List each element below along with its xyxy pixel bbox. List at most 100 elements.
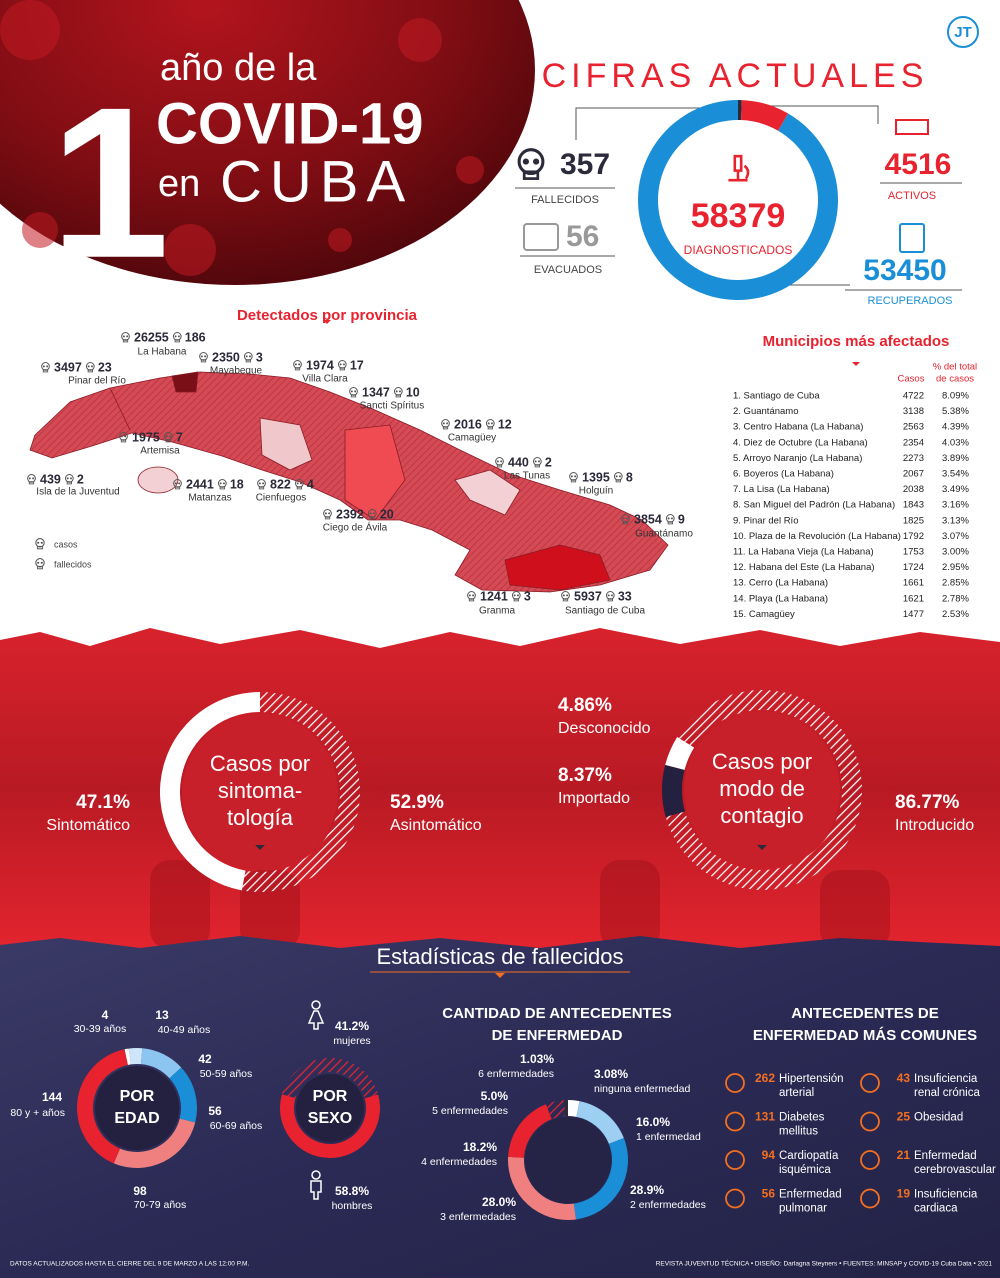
deaths-icon [533, 457, 542, 468]
province-cases: 5937 [574, 589, 602, 603]
province-cases: 2441 [186, 477, 214, 491]
deaths-section-title: Estadísticas de fallecidos [376, 944, 623, 969]
province-deaths: 20 [380, 507, 394, 521]
segment-label: Enfermedad [779, 1189, 842, 1201]
donut-title: tología [227, 805, 294, 830]
municipality-cases: 1477 [903, 609, 924, 620]
segment-label: 3.08% [594, 1067, 628, 1081]
municipality-pct: 3.07% [942, 531, 969, 542]
header-background [0, 0, 535, 285]
segment-label: 28.0% [482, 1195, 516, 1209]
municipalities-table: 1. Santiago de Cuba 4722 8.09% 2. Guantánam… [733, 391, 969, 620]
segment-label: hombres [332, 1200, 373, 1212]
donut-segment [573, 1138, 628, 1220]
cases-icon [441, 419, 450, 430]
col-cases: Casos [898, 374, 925, 385]
donut-title: POR [313, 1088, 348, 1105]
municipality-name: 3. Centro Habana (La Habana) [733, 422, 863, 433]
deaths-label: FALLECIDOS [531, 194, 599, 206]
province-cases: 1975 [132, 430, 160, 444]
segment-label: Asintomático [390, 817, 482, 834]
cases-icon [27, 474, 36, 485]
disease-count: 43 [897, 1071, 911, 1085]
recovered-label: RECUPERADOS [868, 295, 953, 307]
deaths-icon [613, 472, 623, 483]
footer-right: REVISTA JUVENTUD TÉCNICA • DISEÑO: Darla… [656, 1259, 993, 1268]
cases-icon [41, 362, 50, 373]
province-deaths: 8 [626, 470, 633, 484]
province-deaths: 3 [524, 589, 531, 603]
segment-label: Enfermedad [914, 1150, 977, 1162]
disease-count: 262 [755, 1071, 775, 1085]
municipality-name: 9. Pinar del Río [733, 515, 798, 526]
deaths-icon [665, 514, 675, 525]
segment-label: 47.1% [76, 792, 130, 813]
segment-label: DE ENFERMEDAD [492, 1027, 623, 1044]
donut-segment [545, 1100, 566, 1120]
province-name: Camagüey [448, 433, 496, 444]
segment-label: renal crónica [914, 1087, 980, 1099]
municipality-name: 14. Playa (La Habana) [733, 593, 828, 604]
province-deaths: 10 [406, 385, 420, 399]
province-name: Las Tunas [504, 471, 550, 482]
legend-cases: casos [54, 539, 78, 549]
disease-icon [725, 1111, 745, 1132]
donut-segment [564, 1100, 568, 1117]
segment-label: ANTECEDENTES DE [791, 1005, 939, 1022]
municipality-name: 15. Camagüey [733, 609, 795, 620]
segment-label: 98 [133, 1184, 147, 1198]
municipality-cases: 2563 [903, 422, 924, 433]
municipality-name: 6. Boyeros (La Habana) [733, 469, 834, 480]
municipality-name: 13. Cerro (La Habana) [733, 578, 828, 589]
deaths-icon [85, 362, 95, 373]
province-name: Sancti Spíritus [360, 401, 424, 412]
evacuated-value: 56 [566, 220, 599, 253]
diagnosed-label: DIAGNOSTICADOS [684, 243, 793, 257]
cuba-map [29, 371, 669, 593]
deaths-value: 357 [560, 148, 610, 181]
donut-center [182, 714, 338, 870]
donut-title: EDAD [114, 1110, 159, 1127]
segment-label: 86.77% [895, 792, 960, 813]
section-title: CIFRAS ACTUALES [542, 57, 929, 95]
header-number: 1 [50, 62, 170, 303]
municipality-cases: 4722 [903, 391, 924, 402]
disease-icon [860, 1188, 880, 1209]
segment-label: Desconocido [558, 720, 651, 737]
cases-icon [467, 591, 476, 602]
donut-segment [508, 1104, 552, 1158]
municipality-pct: 3.54% [942, 469, 969, 480]
municipality-pct: 3.89% [942, 453, 969, 464]
recovered-value: 53450 [863, 254, 946, 287]
province-name: Guantánamo [635, 529, 693, 540]
donut-segment [741, 100, 789, 131]
donut-center [95, 1066, 179, 1150]
deaths-icon [511, 591, 521, 602]
footer-left: DATOS ACTUALIZADOS HASTA EL CIERRE DEL 9… [10, 1261, 249, 1268]
pointer [852, 362, 860, 366]
donut-segment [140, 1048, 182, 1079]
province-cases: 3497 [54, 360, 82, 374]
donut-center [684, 712, 840, 868]
segment-label: 4 [102, 1008, 109, 1022]
legend-deaths: fallecidos [54, 559, 92, 569]
segment-label: 56 [208, 1104, 222, 1118]
province-deaths: 4 [307, 477, 314, 491]
active-value: 4516 [885, 148, 952, 181]
segment-label: 4 enfermedades [421, 1156, 497, 1168]
microscope-icon [726, 154, 750, 182]
province-cases: 440 [508, 455, 529, 469]
segment-label: 60-69 años [210, 1120, 263, 1132]
municipality-cases: 1621 [903, 593, 924, 604]
municipality-pct: 3.16% [942, 500, 969, 511]
segment-label: isquémica [779, 1164, 831, 1176]
ambulance-icon [523, 223, 559, 251]
donut-segment [568, 1100, 580, 1117]
municipality-pct: 2.78% [942, 593, 969, 604]
donut-center [525, 1117, 611, 1203]
map-title: Detectados por provincia [237, 307, 418, 324]
province-name: Cienfuegos [256, 493, 307, 504]
municipality-cases: 2354 [903, 437, 924, 448]
segment-label: 50-59 años [200, 1068, 253, 1080]
